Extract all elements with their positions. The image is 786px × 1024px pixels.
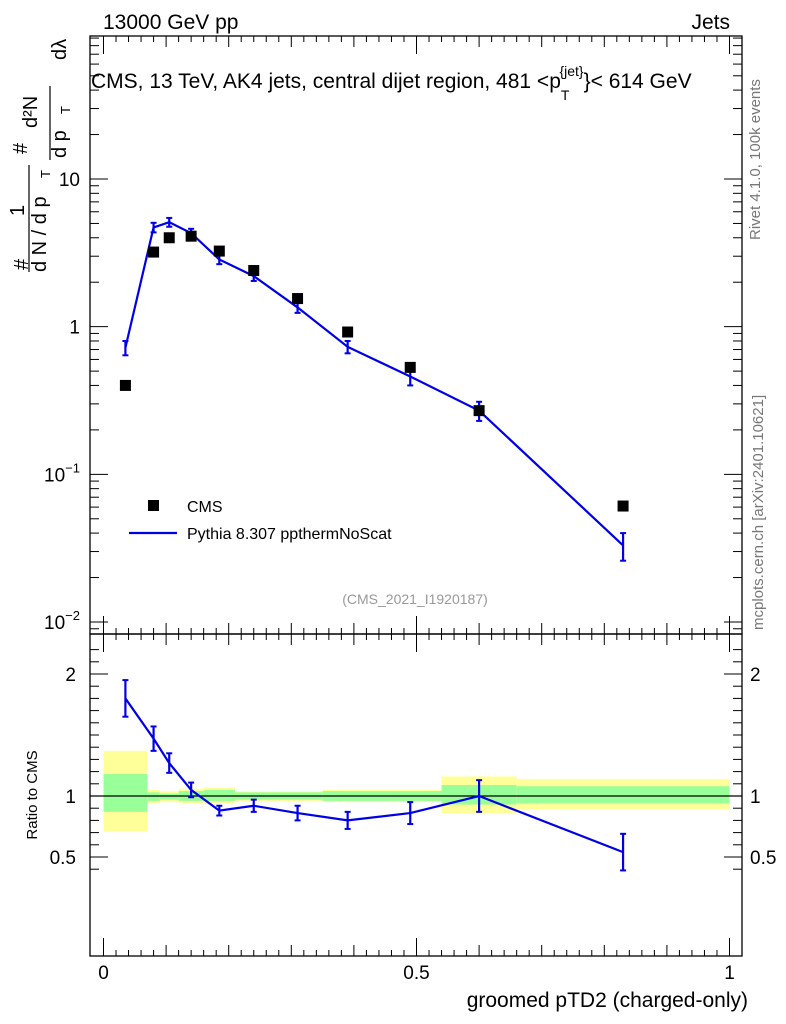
ratio-y-tick-label: 0.5 xyxy=(50,848,76,869)
ratio-mc-series xyxy=(122,679,627,872)
main-frame xyxy=(89,35,743,635)
x-tick-label: 0 xyxy=(98,963,109,984)
legend-data-marker xyxy=(148,500,159,511)
ratio-band-inner xyxy=(159,793,179,800)
data-point xyxy=(473,405,485,417)
svg-text:#: # xyxy=(11,258,33,270)
mcplots-label: mcplots.cern.ch [arXiv:2401.10621] xyxy=(750,395,767,630)
data-point xyxy=(292,293,304,305)
svg-text:dλ: dλ xyxy=(49,39,71,60)
svg-text:d p: d p xyxy=(49,130,71,158)
legend: CMS Pythia 8.307 ppthermNoScat xyxy=(129,499,392,543)
data-point xyxy=(185,230,197,242)
main-y-label: # d N / d p T 1 # d p T d²N dλ xyxy=(7,39,73,272)
svg-text:1: 1 xyxy=(7,205,29,216)
data-point xyxy=(119,379,131,391)
ratio-band-inner xyxy=(147,792,160,801)
data-point xyxy=(342,326,354,338)
ratio-y-tick-label-right: 0.5 xyxy=(750,848,776,869)
x-tick-label: 1 xyxy=(724,963,735,984)
data-point xyxy=(248,265,260,277)
ratio-mc-line xyxy=(124,697,624,854)
data-point xyxy=(617,500,629,512)
main-y-tick-label: 10−1 xyxy=(44,460,80,486)
ratio-band-inner xyxy=(103,774,148,812)
analysis-watermark: (CMS_2021_I1920187) xyxy=(342,591,488,607)
header-left: 13000 GeV pp xyxy=(103,11,238,34)
data-series xyxy=(119,230,629,512)
header-right: Jets xyxy=(691,11,730,34)
legend-data-label: CMS xyxy=(187,499,223,516)
rivet-label: Rivet 4.1.0, 100k events xyxy=(747,79,764,240)
data-point xyxy=(163,232,175,244)
mc-line xyxy=(124,220,624,547)
x-axis-label: groomed pTD2 (charged-only) xyxy=(467,989,748,1012)
svg-text:d²N: d²N xyxy=(20,96,42,128)
svg-text:T: T xyxy=(38,170,53,178)
legend-mc-label: Pythia 8.307 ppthermNoScat xyxy=(187,526,392,543)
x-tick-label: 0.5 xyxy=(403,963,429,984)
ratio-y-tick-label: 1 xyxy=(65,787,76,808)
ratio-y-tick-label-right: 2 xyxy=(750,665,761,686)
ratio-bands xyxy=(103,750,730,832)
data-point xyxy=(213,245,225,257)
main-ticks: 10−2 10−1 1 10 xyxy=(44,36,742,634)
svg-text:T: T xyxy=(58,106,73,114)
plot-title: CMS, 13 TeV, AK4 jets, central dijet reg… xyxy=(91,63,692,103)
ratio-band-inner xyxy=(516,786,730,804)
svg-text:d N / d p: d N / d p xyxy=(29,196,51,272)
ratio-band-inner xyxy=(203,789,235,801)
svg-text:#: # xyxy=(10,142,32,154)
ratio-y-label: Ratio to CMS xyxy=(24,750,41,839)
ratio-y-tick-label: 2 xyxy=(65,665,76,686)
ratio-y-tick-label-right: 1 xyxy=(750,787,761,808)
data-point xyxy=(148,246,160,258)
main-y-tick-label: 1 xyxy=(69,318,80,339)
ratio-ticks: 0.5 0.5 1 1 2 2 0 0.5 1 xyxy=(50,634,776,984)
mc-series xyxy=(122,216,627,562)
main-y-tick-label: 10 xyxy=(59,170,80,191)
main-y-tick-label: 10−2 xyxy=(44,608,80,634)
data-point xyxy=(404,361,416,373)
